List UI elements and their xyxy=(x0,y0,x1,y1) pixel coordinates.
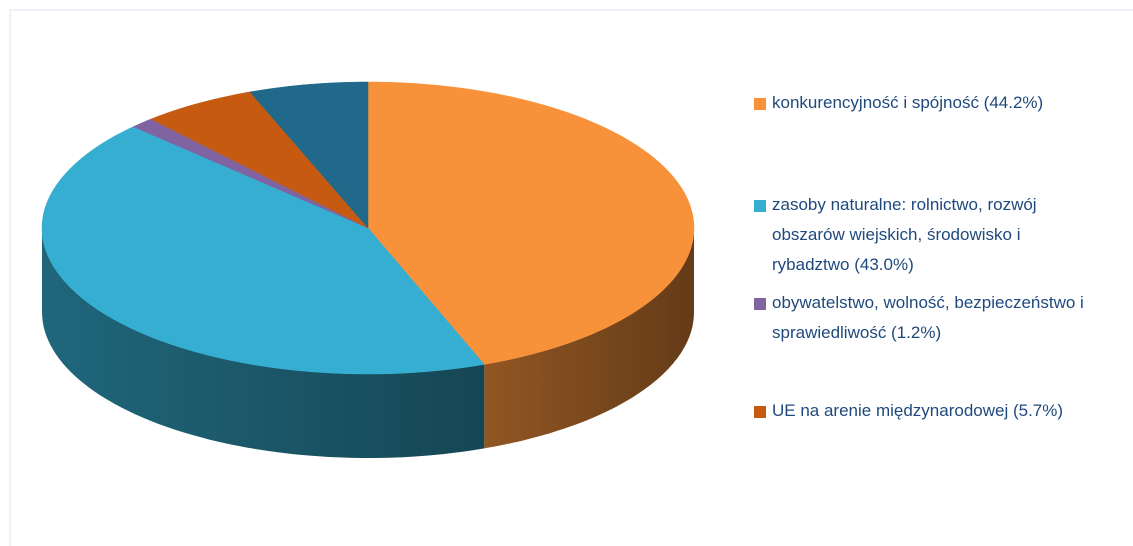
slice xyxy=(249,81,369,229)
legend-item: konkurencyjność i spójność (44.2%) xyxy=(752,88,1097,118)
slice xyxy=(150,91,369,229)
slice xyxy=(367,81,695,365)
chart-border xyxy=(9,9,1133,546)
legend-label: obywatelstwo, wolność, bezpieczeństwo i … xyxy=(772,293,1084,342)
legend-item: UE na arenie międzynarodowej (5.7%) xyxy=(752,396,1097,426)
legend-swatch xyxy=(754,98,766,110)
legend-label: UE na arenie międzynarodowej (5.7%) xyxy=(772,401,1064,420)
legend-swatch xyxy=(754,200,766,212)
slice-side-shade xyxy=(42,228,485,458)
legend-swatch xyxy=(754,298,766,310)
slice xyxy=(41,126,485,375)
legend-swatch xyxy=(754,406,766,418)
legend-item: zasoby naturalne: rolnictwo, rozwój obsz… xyxy=(752,190,1097,280)
slice-side-shade xyxy=(484,228,694,449)
legend-label: zasoby naturalne: rolnictwo, rozwój obsz… xyxy=(772,195,1037,274)
legend-item: obywatelstwo, wolność, bezpieczeństwo i … xyxy=(752,288,1097,348)
legend-label: konkurencyjność i spójność (44.2%) xyxy=(772,93,1044,112)
